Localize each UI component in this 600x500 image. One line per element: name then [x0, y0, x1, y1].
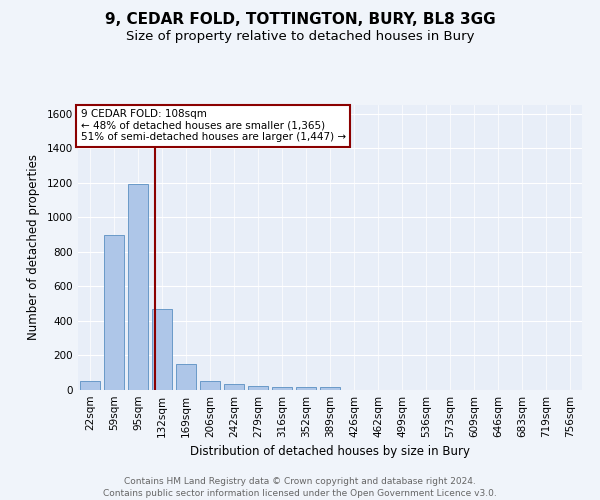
- Bar: [224, 384, 244, 390]
- Text: 9 CEDAR FOLD: 108sqm
← 48% of detached houses are smaller (1,365)
51% of semi-de: 9 CEDAR FOLD: 108sqm ← 48% of detached h…: [80, 110, 346, 142]
- Bar: [80, 382, 100, 390]
- X-axis label: Distribution of detached houses by size in Bury: Distribution of detached houses by size …: [190, 446, 470, 458]
- Bar: [272, 386, 292, 390]
- Bar: [104, 234, 124, 390]
- Bar: [296, 386, 316, 390]
- Bar: [176, 364, 196, 390]
- Text: Contains HM Land Registry data © Crown copyright and database right 2024.
Contai: Contains HM Land Registry data © Crown c…: [103, 476, 497, 498]
- Y-axis label: Number of detached properties: Number of detached properties: [27, 154, 40, 340]
- Text: Size of property relative to detached houses in Bury: Size of property relative to detached ho…: [126, 30, 474, 43]
- Bar: [128, 184, 148, 390]
- Bar: [200, 380, 220, 390]
- Bar: [320, 386, 340, 390]
- Bar: [248, 386, 268, 390]
- Bar: [152, 309, 172, 390]
- Text: 9, CEDAR FOLD, TOTTINGTON, BURY, BL8 3GG: 9, CEDAR FOLD, TOTTINGTON, BURY, BL8 3GG: [104, 12, 496, 28]
